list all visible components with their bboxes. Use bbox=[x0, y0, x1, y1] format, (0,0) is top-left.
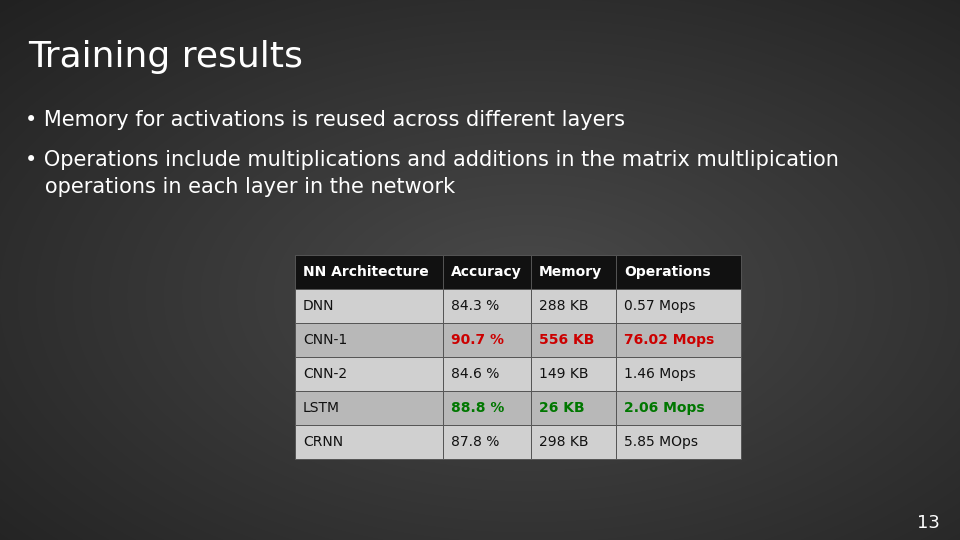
Text: Memory: Memory bbox=[539, 265, 602, 279]
Text: DNN: DNN bbox=[303, 299, 334, 313]
Bar bbox=[531, 357, 616, 391]
Text: CRNN: CRNN bbox=[303, 435, 343, 449]
Bar bbox=[531, 391, 616, 425]
Text: 87.8 %: 87.8 % bbox=[451, 435, 499, 449]
Bar bbox=[616, 425, 741, 459]
Text: 1.46 Mops: 1.46 Mops bbox=[624, 367, 696, 381]
Bar bbox=[443, 255, 531, 289]
Bar bbox=[443, 425, 531, 459]
Text: 84.6 %: 84.6 % bbox=[451, 367, 499, 381]
Text: operations in each layer in the network: operations in each layer in the network bbox=[25, 177, 455, 197]
Text: 90.7 %: 90.7 % bbox=[451, 333, 504, 347]
Bar bbox=[616, 357, 741, 391]
Text: Operations: Operations bbox=[624, 265, 710, 279]
Text: 0.57 Mops: 0.57 Mops bbox=[624, 299, 695, 313]
Text: 84.3 %: 84.3 % bbox=[451, 299, 499, 313]
Text: 26 KB: 26 KB bbox=[539, 401, 585, 415]
Text: 149 KB: 149 KB bbox=[539, 367, 588, 381]
Bar bbox=[531, 425, 616, 459]
Bar bbox=[295, 425, 443, 459]
Text: 88.8 %: 88.8 % bbox=[451, 401, 504, 415]
Bar bbox=[443, 323, 531, 357]
Bar bbox=[295, 255, 443, 289]
Text: • Operations include multiplications and additions in the matrix multlipication: • Operations include multiplications and… bbox=[25, 150, 839, 170]
Text: LSTM: LSTM bbox=[303, 401, 340, 415]
Bar bbox=[443, 289, 531, 323]
Bar bbox=[443, 391, 531, 425]
Text: 298 KB: 298 KB bbox=[539, 435, 588, 449]
Bar bbox=[616, 391, 741, 425]
Text: 2.06 Mops: 2.06 Mops bbox=[624, 401, 705, 415]
Bar bbox=[531, 289, 616, 323]
Bar bbox=[531, 323, 616, 357]
Text: CNN-1: CNN-1 bbox=[303, 333, 348, 347]
Bar bbox=[616, 323, 741, 357]
Bar bbox=[531, 255, 616, 289]
Bar bbox=[295, 391, 443, 425]
Bar bbox=[443, 357, 531, 391]
Text: 556 KB: 556 KB bbox=[539, 333, 594, 347]
Text: NN Architecture: NN Architecture bbox=[303, 265, 429, 279]
Bar bbox=[616, 289, 741, 323]
Text: 76.02 Mops: 76.02 Mops bbox=[624, 333, 714, 347]
Text: Training results: Training results bbox=[28, 40, 302, 74]
Bar bbox=[295, 289, 443, 323]
Text: 5.85 MOps: 5.85 MOps bbox=[624, 435, 698, 449]
Text: • Memory for activations is reused across different layers: • Memory for activations is reused acros… bbox=[25, 110, 625, 130]
Bar bbox=[616, 255, 741, 289]
Text: CNN-2: CNN-2 bbox=[303, 367, 348, 381]
Text: Accuracy: Accuracy bbox=[451, 265, 521, 279]
Bar bbox=[295, 357, 443, 391]
Bar bbox=[295, 323, 443, 357]
Text: 288 KB: 288 KB bbox=[539, 299, 588, 313]
Text: 13: 13 bbox=[917, 514, 940, 532]
